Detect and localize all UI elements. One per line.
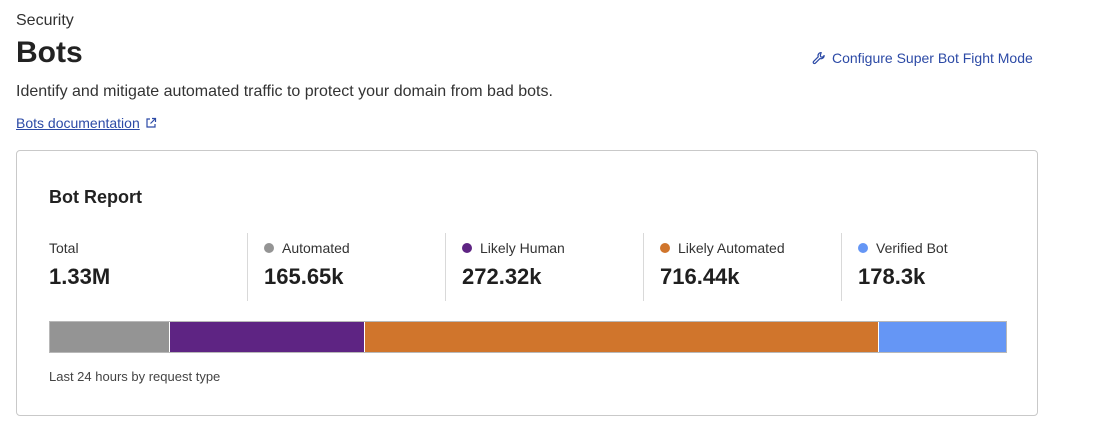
breadcrumb: Security (16, 12, 74, 29)
stat-automated: Automated 165.65k (247, 233, 445, 301)
automated-dot-icon (264, 243, 274, 253)
stat-likely-human: Likely Human 272.32k (445, 233, 643, 301)
stat-value: 716.44k (660, 264, 740, 289)
doc-link-label: Bots documentation (16, 115, 140, 131)
bot-stats: Total 1.33M Automated 165.65k Likely Hum… (49, 233, 1039, 301)
stat-value: 165.65k (264, 264, 344, 289)
stat-total: Total 1.33M (49, 233, 247, 301)
bot-report-title: Bot Report (49, 187, 142, 207)
external-link-icon (146, 117, 156, 128)
stat-label: Total (49, 240, 79, 256)
likely-automated-dot-icon (660, 243, 670, 253)
configure-super-bot-fight-mode-link[interactable]: Configure Super Bot Fight Mode (812, 50, 1033, 66)
stat-verified-bot: Verified Bot 178.3k (841, 233, 1039, 301)
page-description: Identify and mitigate automated traffic … (16, 83, 553, 100)
stat-label: Likely Human (480, 240, 565, 256)
request-type-bar (49, 321, 1007, 353)
stat-label: Likely Automated (678, 240, 785, 256)
bot-report-caption: Last 24 hours by request type (49, 369, 221, 384)
stat-label: Verified Bot (876, 240, 948, 256)
wrench-icon (812, 51, 825, 65)
bot-report-card: Bot Report Total 1.33M Automated 165.65k… (16, 150, 1038, 416)
configure-link-label: Configure Super Bot Fight Mode (832, 50, 1033, 66)
likely-human-dot-icon (462, 243, 472, 253)
stat-value: 272.32k (462, 264, 542, 289)
bar-segment-likely-human[interactable] (168, 322, 365, 352)
stat-value: 178.3k (858, 264, 926, 289)
stat-likely-automated: Likely Automated 716.44k (643, 233, 841, 301)
verified-bot-dot-icon (858, 243, 868, 253)
bar-segment-automated[interactable] (50, 322, 169, 352)
stat-value: 1.33M (49, 264, 111, 289)
page-title: Bots (16, 36, 83, 69)
bots-documentation-link[interactable]: Bots documentation (16, 115, 157, 131)
stat-label: Automated (282, 240, 350, 256)
bar-segment-verified-bot[interactable] (878, 322, 1006, 352)
bar-segment-likely-automated[interactable] (364, 322, 879, 352)
